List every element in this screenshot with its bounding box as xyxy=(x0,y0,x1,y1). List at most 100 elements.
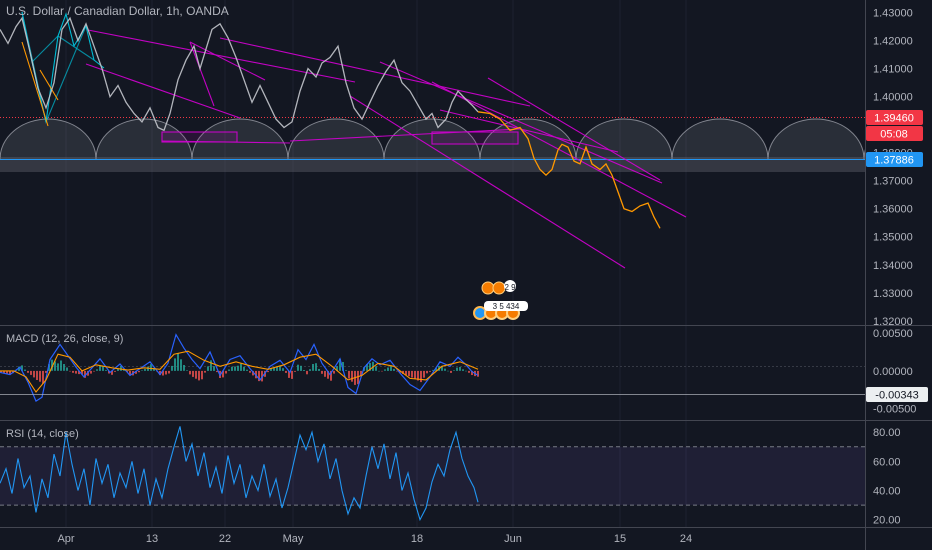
macd-hist-bar xyxy=(207,366,209,371)
macd-hist-bar xyxy=(177,353,179,371)
svg-text:2 9: 2 9 xyxy=(504,283,516,292)
macd-hist-bar xyxy=(6,370,8,374)
macd-hist-bar xyxy=(306,370,308,375)
svg-text:05:08: 05:08 xyxy=(880,129,908,141)
macd-hist-bar xyxy=(390,365,392,371)
macd-hist-bar xyxy=(129,370,131,376)
macd-hist-bar xyxy=(429,370,431,372)
macd-hist-bar xyxy=(213,366,215,371)
macd-hist-bar xyxy=(372,361,374,371)
event-badges[interactable]: 2 9 3 5 434 xyxy=(473,280,528,320)
macd-hist-bar xyxy=(423,370,425,378)
time-tick-label: 13 xyxy=(146,533,158,545)
cycle-arc xyxy=(0,118,97,160)
price-tick-label: 1.35000 xyxy=(873,232,913,244)
macd-hist-bar xyxy=(135,370,137,374)
macd-hist-bar xyxy=(159,370,161,375)
macd-hist-bar xyxy=(138,370,140,373)
macd-hist-bar xyxy=(18,366,20,371)
macd-hist-bar xyxy=(465,370,467,372)
macd-hist-bar xyxy=(240,363,242,371)
macd-hist-bar xyxy=(81,370,83,375)
macd-hist-bar xyxy=(384,369,386,371)
svg-text:-0.00343: -0.00343 xyxy=(875,390,918,402)
cycle-arc xyxy=(575,118,673,160)
macd-hist-bar xyxy=(75,370,77,374)
price-badge-countdown: 05:08 xyxy=(866,126,923,141)
macd-hist-bar xyxy=(417,370,419,381)
macd-hist-bar xyxy=(375,366,377,371)
macd-hist-bar xyxy=(231,366,233,371)
rsi-axis[interactable]: 80.00 60.00 40.00 20.00 xyxy=(873,427,901,527)
harmonic-pattern xyxy=(21,11,105,127)
macd-hist-bar xyxy=(450,370,452,373)
time-tick-label: Jun xyxy=(504,533,522,545)
macd-hist-bar xyxy=(222,370,224,378)
time-axis[interactable]: Apr 13 22 May 18 Jun 15 24 xyxy=(57,533,692,545)
macd-hist-bar xyxy=(333,370,335,374)
macd-hist-bar xyxy=(144,368,146,371)
chart-title: U.S. Dollar / Canadian Dollar, 1h, OANDA xyxy=(6,4,229,18)
macd-hist-bar xyxy=(9,370,11,375)
macd-hist-bar xyxy=(45,370,47,373)
time-grid xyxy=(65,0,687,527)
macd-hist-bar xyxy=(99,365,101,371)
rsi-label: RSI (14, close) xyxy=(6,428,79,440)
macd-hist-bar xyxy=(66,367,68,371)
macd-hist-bar xyxy=(339,358,341,371)
rsi-tick-label: 40.00 xyxy=(873,486,901,498)
cycle-arc xyxy=(767,118,865,160)
macd-hist-bar xyxy=(93,370,95,372)
macd-hist-bar xyxy=(234,366,236,371)
macd-tick-label: 0.00500 xyxy=(873,328,913,340)
macd-hist-bar xyxy=(168,370,170,374)
svg-text:3 5 434: 3 5 434 xyxy=(493,302,520,311)
rsi-tick-label: 80.00 xyxy=(873,427,901,439)
macd-hist-bar xyxy=(225,370,227,374)
macd-hist-bar xyxy=(102,366,104,371)
macd-hist-bar xyxy=(54,361,56,371)
cycle-arc xyxy=(671,118,769,160)
macd-hist-bar xyxy=(174,358,176,371)
price-tick-label: 1.41000 xyxy=(873,64,913,76)
macd-hist-bar xyxy=(252,370,254,376)
time-tick-label: 15 xyxy=(614,533,626,545)
macd-hist-bar xyxy=(198,370,200,381)
macd-hist-bar xyxy=(42,370,44,384)
price-tick-label: 1.34000 xyxy=(873,260,913,272)
macd-hist-bar xyxy=(351,370,353,382)
macd-hist-bar xyxy=(228,369,230,371)
price-axis[interactable]: 1.430001.420001.410001.400001.380001.370… xyxy=(873,8,913,328)
macd-hist-bar xyxy=(63,364,65,371)
price-tick-label: 1.32000 xyxy=(873,316,913,328)
price-series xyxy=(0,16,479,132)
macd-axis[interactable]: 0.00500 0.00000 -0.00500 xyxy=(873,328,916,416)
macd-hist-bar xyxy=(435,367,437,371)
macd-hist-bar xyxy=(87,370,89,376)
macd-tick-label: 0.00000 xyxy=(873,366,913,378)
macd-hist-bar xyxy=(114,370,116,372)
macd-hist-bar xyxy=(387,367,389,371)
macd-hist-bar xyxy=(249,370,251,373)
time-tick-label: 24 xyxy=(680,533,692,545)
macd-hist-bar xyxy=(120,365,122,371)
macd-signal-line xyxy=(0,350,479,393)
macd-hist-bar xyxy=(270,368,272,371)
macd-hist-bar xyxy=(303,370,305,371)
macd-hist-bar xyxy=(348,370,350,379)
macd-hist-bar xyxy=(0,370,2,373)
macd-hist-bar xyxy=(402,370,404,374)
macd-hist-bar xyxy=(318,369,320,371)
macd-hist-bar xyxy=(309,369,311,371)
macd-hist-bar xyxy=(420,370,422,383)
macd-hist-bar xyxy=(33,370,35,378)
macd-hist-bar xyxy=(90,370,92,374)
rsi-tick-label: 60.00 xyxy=(873,456,901,468)
macd-hist-bar xyxy=(150,364,152,371)
macd-hist-bar xyxy=(282,368,284,371)
macd-hist-bar xyxy=(171,365,173,371)
macd-hist-bar xyxy=(477,370,479,377)
macd-hist-bar xyxy=(432,369,434,371)
macd-hist-bar xyxy=(441,365,443,371)
